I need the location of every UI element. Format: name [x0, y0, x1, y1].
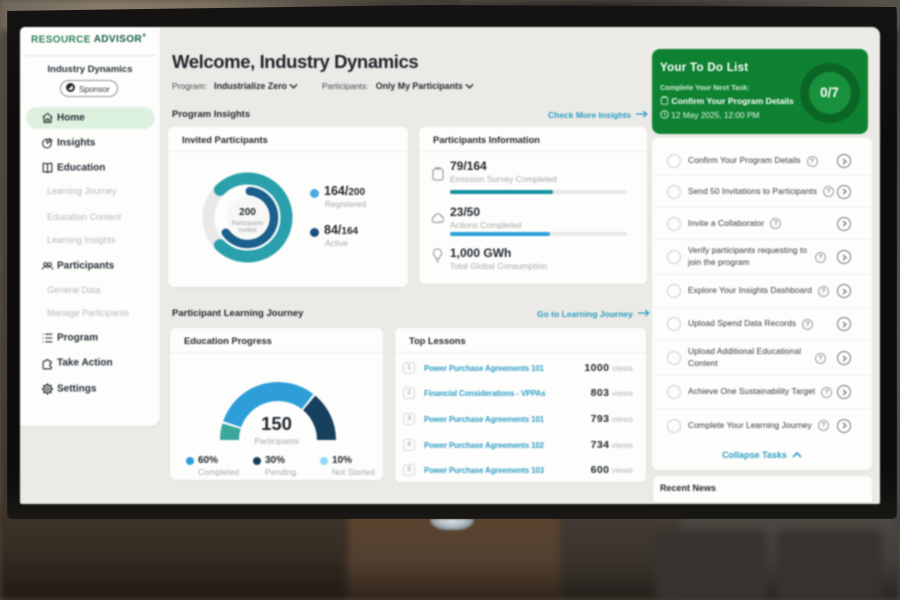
svg-text:Invited: Invited: [239, 228, 257, 234]
svg-text:Participants: Participants: [232, 221, 263, 227]
svg-text:200: 200: [239, 207, 256, 218]
